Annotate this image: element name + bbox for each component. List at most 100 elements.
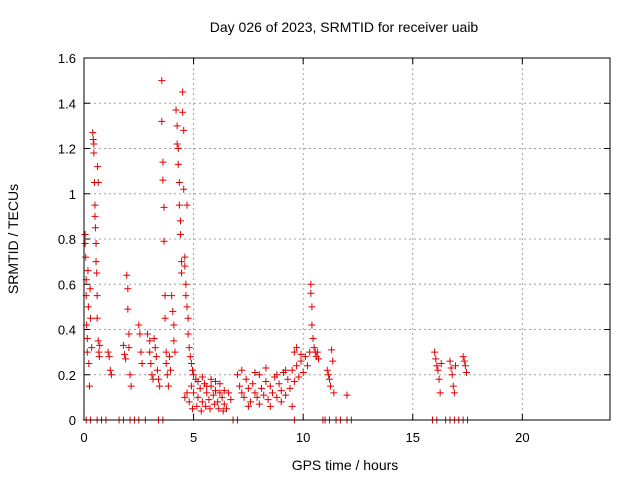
- y-tick-label: 1.6: [58, 51, 76, 66]
- data-point: [181, 393, 189, 401]
- y-tick-label: 0.8: [58, 232, 76, 247]
- data-point: [266, 402, 274, 410]
- data-point: [125, 330, 133, 338]
- data-point: [159, 158, 167, 166]
- data-points: [81, 77, 472, 424]
- data-point: [448, 371, 456, 379]
- data-point: [210, 400, 218, 408]
- data-point: [218, 393, 226, 401]
- data-point: [158, 77, 166, 85]
- data-point: [84, 303, 92, 311]
- data-point: [86, 285, 94, 293]
- data-point: [83, 335, 91, 343]
- data-point: [253, 393, 261, 401]
- data-point: [153, 366, 161, 374]
- data-point: [171, 348, 179, 356]
- data-point: [262, 378, 270, 386]
- data-point: [328, 346, 336, 354]
- data-point: [119, 341, 127, 349]
- data-point: [175, 178, 183, 186]
- data-point: [273, 393, 281, 401]
- data-point: [219, 407, 227, 415]
- x-tick-label: 0: [80, 430, 87, 445]
- data-point: [446, 357, 454, 365]
- data-point: [187, 359, 195, 367]
- data-point: [138, 359, 146, 367]
- data-point: [329, 357, 337, 365]
- data-point: [435, 375, 443, 383]
- data-point: [308, 303, 316, 311]
- data-point: [437, 359, 445, 367]
- data-point: [206, 405, 214, 413]
- data-point: [282, 366, 290, 374]
- x-tick-label: 10: [296, 430, 310, 445]
- data-point: [137, 348, 145, 356]
- data-point: [188, 405, 196, 413]
- data-point: [93, 314, 101, 322]
- data-point: [260, 391, 268, 399]
- data-point: [249, 380, 257, 388]
- y-tick-label: 0.4: [58, 323, 76, 338]
- data-point: [174, 160, 182, 168]
- data-point: [313, 348, 321, 356]
- data-point: [175, 201, 183, 209]
- data-point: [288, 366, 296, 374]
- data-point: [215, 405, 223, 413]
- data-point: [127, 382, 135, 390]
- data-point: [325, 375, 333, 383]
- data-point: [172, 106, 180, 114]
- data-point: [432, 355, 440, 363]
- data-point: [90, 140, 98, 148]
- data-point: [277, 398, 285, 406]
- axis-ticks: 0 0.2 0.4 0.6 0.8 1 1.2 1.4 1.6 0 5 10 15 20: [58, 51, 610, 445]
- data-point: [460, 357, 468, 365]
- data-point: [94, 337, 102, 345]
- data-point: [181, 253, 189, 261]
- data-point: [324, 371, 332, 379]
- data-point: [160, 203, 168, 211]
- data-point: [94, 163, 102, 171]
- data-point: [197, 407, 205, 415]
- data-point: [262, 364, 270, 372]
- data-point: [185, 398, 193, 406]
- data-point: [158, 117, 166, 125]
- data-point: [104, 348, 112, 356]
- data-point: [290, 378, 298, 386]
- data-point: [266, 382, 274, 390]
- data-point: [173, 122, 181, 130]
- data-point: [295, 373, 303, 381]
- data-point: [91, 212, 99, 220]
- data-point: [293, 344, 301, 352]
- data-point: [159, 176, 167, 184]
- data-point: [251, 389, 259, 397]
- data-point: [161, 292, 169, 300]
- data-point: [84, 267, 92, 275]
- data-point: [277, 387, 285, 395]
- data-point: [330, 389, 338, 397]
- data-point: [147, 359, 155, 367]
- data-point: [121, 350, 129, 358]
- data-point: [136, 330, 144, 338]
- data-point: [212, 387, 219, 395]
- data-point: [188, 366, 196, 374]
- data-point: [144, 330, 152, 338]
- y-tick-label: 0.6: [58, 277, 76, 292]
- data-point: [88, 344, 96, 352]
- x-axis-label: GPS time / hours: [292, 457, 399, 473]
- data-point: [220, 400, 228, 408]
- data-point: [447, 364, 455, 372]
- data-point: [182, 280, 190, 288]
- plot-frame: [83, 57, 611, 421]
- data-point: [180, 185, 188, 193]
- data-point: [233, 371, 241, 379]
- data-point: [183, 303, 191, 311]
- data-point: [85, 359, 93, 367]
- data-point: [92, 258, 100, 266]
- data-point: [212, 378, 219, 386]
- data-point: [94, 178, 102, 186]
- data-point: [160, 237, 168, 245]
- data-point: [220, 387, 228, 395]
- data-point: [126, 371, 134, 379]
- data-point: [293, 362, 301, 370]
